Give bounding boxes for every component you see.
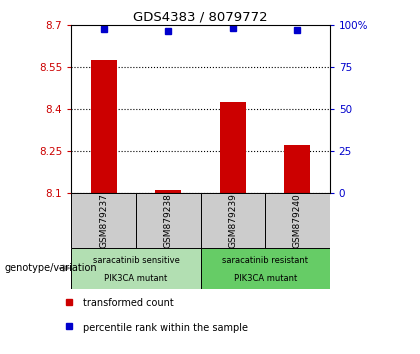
Bar bbox=[220, 102, 246, 193]
Text: transformed count: transformed count bbox=[83, 298, 173, 308]
Text: GSM879240: GSM879240 bbox=[293, 193, 302, 248]
Bar bbox=[91, 60, 117, 193]
FancyBboxPatch shape bbox=[71, 248, 201, 289]
Text: genotype/variation: genotype/variation bbox=[4, 263, 97, 273]
Text: GSM879237: GSM879237 bbox=[99, 193, 108, 248]
Text: GSM879239: GSM879239 bbox=[228, 193, 237, 248]
FancyBboxPatch shape bbox=[71, 193, 136, 248]
FancyBboxPatch shape bbox=[201, 248, 330, 289]
Text: PIK3CA mutant: PIK3CA mutant bbox=[104, 274, 168, 283]
Text: saracatinib sensitive: saracatinib sensitive bbox=[92, 256, 179, 266]
Text: saracatinib resistant: saracatinib resistant bbox=[222, 256, 308, 266]
Title: GDS4383 / 8079772: GDS4383 / 8079772 bbox=[133, 11, 268, 24]
Bar bbox=[284, 145, 310, 193]
FancyBboxPatch shape bbox=[201, 193, 265, 248]
FancyBboxPatch shape bbox=[136, 193, 201, 248]
Text: GSM879238: GSM879238 bbox=[164, 193, 173, 248]
FancyBboxPatch shape bbox=[265, 193, 330, 248]
Bar bbox=[155, 189, 181, 193]
Text: PIK3CA mutant: PIK3CA mutant bbox=[234, 274, 297, 283]
Text: percentile rank within the sample: percentile rank within the sample bbox=[83, 322, 247, 332]
